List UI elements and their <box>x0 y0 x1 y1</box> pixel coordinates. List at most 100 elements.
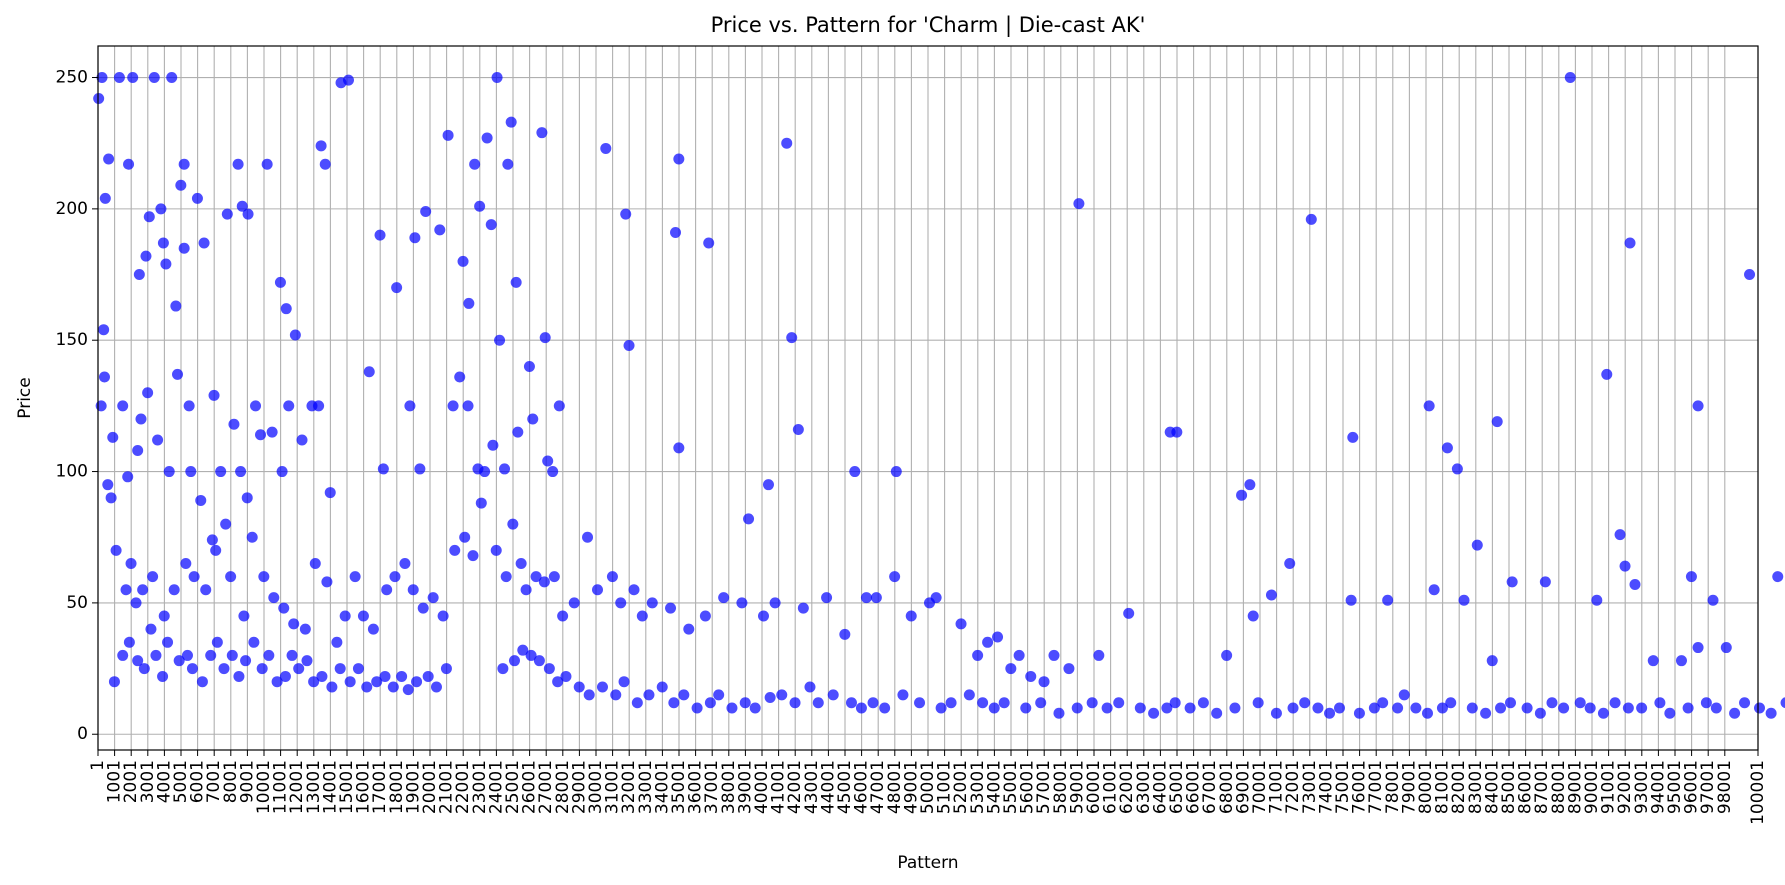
x-tick-label: 17001 <box>370 760 390 814</box>
x-tick-label: 62001 <box>1117 760 1137 814</box>
data-point <box>105 492 117 504</box>
data-point <box>1101 702 1113 714</box>
data-point <box>241 492 253 504</box>
data-point <box>268 592 280 604</box>
data-point <box>1622 702 1634 714</box>
data-point <box>1252 697 1264 709</box>
data-point <box>407 584 419 596</box>
data-point <box>127 72 139 84</box>
data-point <box>786 332 798 344</box>
data-point <box>560 670 572 682</box>
data-point <box>812 697 824 709</box>
data-point <box>1071 702 1083 714</box>
data-point <box>1221 649 1233 661</box>
data-point <box>600 142 612 154</box>
data-point <box>1025 670 1037 682</box>
data-point <box>879 702 891 714</box>
x-tick-label: 12001 <box>287 760 307 814</box>
data-point <box>1584 702 1596 714</box>
data-point <box>178 242 190 254</box>
data-point <box>573 681 585 693</box>
data-point <box>889 571 901 583</box>
data-point <box>1664 707 1676 719</box>
x-tick-label: 21001 <box>437 760 457 814</box>
data-point <box>757 610 769 622</box>
data-point <box>849 466 861 478</box>
data-point <box>547 466 559 478</box>
data-point <box>500 571 512 583</box>
data-point <box>1345 594 1357 606</box>
data-point <box>1428 584 1440 596</box>
data-point <box>1451 463 1463 475</box>
data-point <box>1614 529 1626 541</box>
data-point <box>631 697 643 709</box>
data-point <box>1780 697 1785 709</box>
x-axis-label: Pattern <box>897 853 958 873</box>
data-point <box>1647 655 1659 667</box>
data-point <box>839 628 851 640</box>
data-point <box>1495 702 1507 714</box>
data-point <box>1169 697 1181 709</box>
data-point <box>596 681 608 693</box>
data-point <box>206 534 218 546</box>
x-tick-label: 19001 <box>403 760 423 814</box>
x-axis-ticks: 1100120013001400150016001700180019001100… <box>88 750 1768 825</box>
x-tick-label: 47001 <box>868 760 888 814</box>
data-point <box>494 334 506 346</box>
y-tick-label: 150 <box>56 330 88 350</box>
data-point <box>308 676 320 688</box>
data-point <box>507 518 519 530</box>
data-point <box>132 445 144 457</box>
data-point <box>1597 707 1609 719</box>
data-point <box>749 702 761 714</box>
data-point <box>238 610 250 622</box>
x-tick-label: 20001 <box>420 760 440 814</box>
x-tick-label: 6001 <box>188 760 208 803</box>
x-tick-label: 58001 <box>1051 760 1071 814</box>
data-point <box>205 649 217 661</box>
data-point <box>319 158 331 170</box>
data-point <box>183 400 195 412</box>
data-point <box>905 610 917 622</box>
data-point <box>623 339 635 351</box>
data-point <box>552 676 564 688</box>
data-point <box>371 676 383 688</box>
data-point <box>845 697 857 709</box>
x-tick-label: 76001 <box>1350 760 1370 814</box>
data-point <box>520 584 532 596</box>
x-tick-label: 1 <box>88 760 108 771</box>
data-point <box>349 571 361 583</box>
x-tick-label: 97001 <box>1698 760 1718 814</box>
data-point <box>469 158 481 170</box>
data-point <box>130 597 142 609</box>
data-point <box>215 466 227 478</box>
data-point <box>321 576 333 588</box>
data-point <box>923 597 935 609</box>
data-point <box>276 466 288 478</box>
data-point <box>1020 702 1032 714</box>
data-point <box>155 203 167 215</box>
data-point <box>1772 571 1784 583</box>
x-tick-label: 67001 <box>1200 760 1220 814</box>
data-point <box>160 258 172 270</box>
data-point <box>656 681 668 693</box>
data-point <box>288 618 300 630</box>
data-point <box>261 158 273 170</box>
data-point <box>1601 368 1613 380</box>
data-point <box>523 360 535 372</box>
data-point <box>166 72 178 84</box>
data-point <box>352 663 364 675</box>
data-point <box>992 631 1004 643</box>
x-tick-label: 29001 <box>569 760 589 814</box>
data-point <box>1305 213 1317 225</box>
data-point <box>379 670 391 682</box>
data-point <box>781 137 793 149</box>
data-point <box>367 623 379 635</box>
data-point <box>463 297 475 309</box>
data-point <box>137 584 149 596</box>
data-point <box>1423 400 1435 412</box>
data-point <box>1744 269 1756 281</box>
x-tick-label: 33001 <box>636 760 656 814</box>
data-point <box>266 426 278 438</box>
data-point <box>1654 697 1666 709</box>
